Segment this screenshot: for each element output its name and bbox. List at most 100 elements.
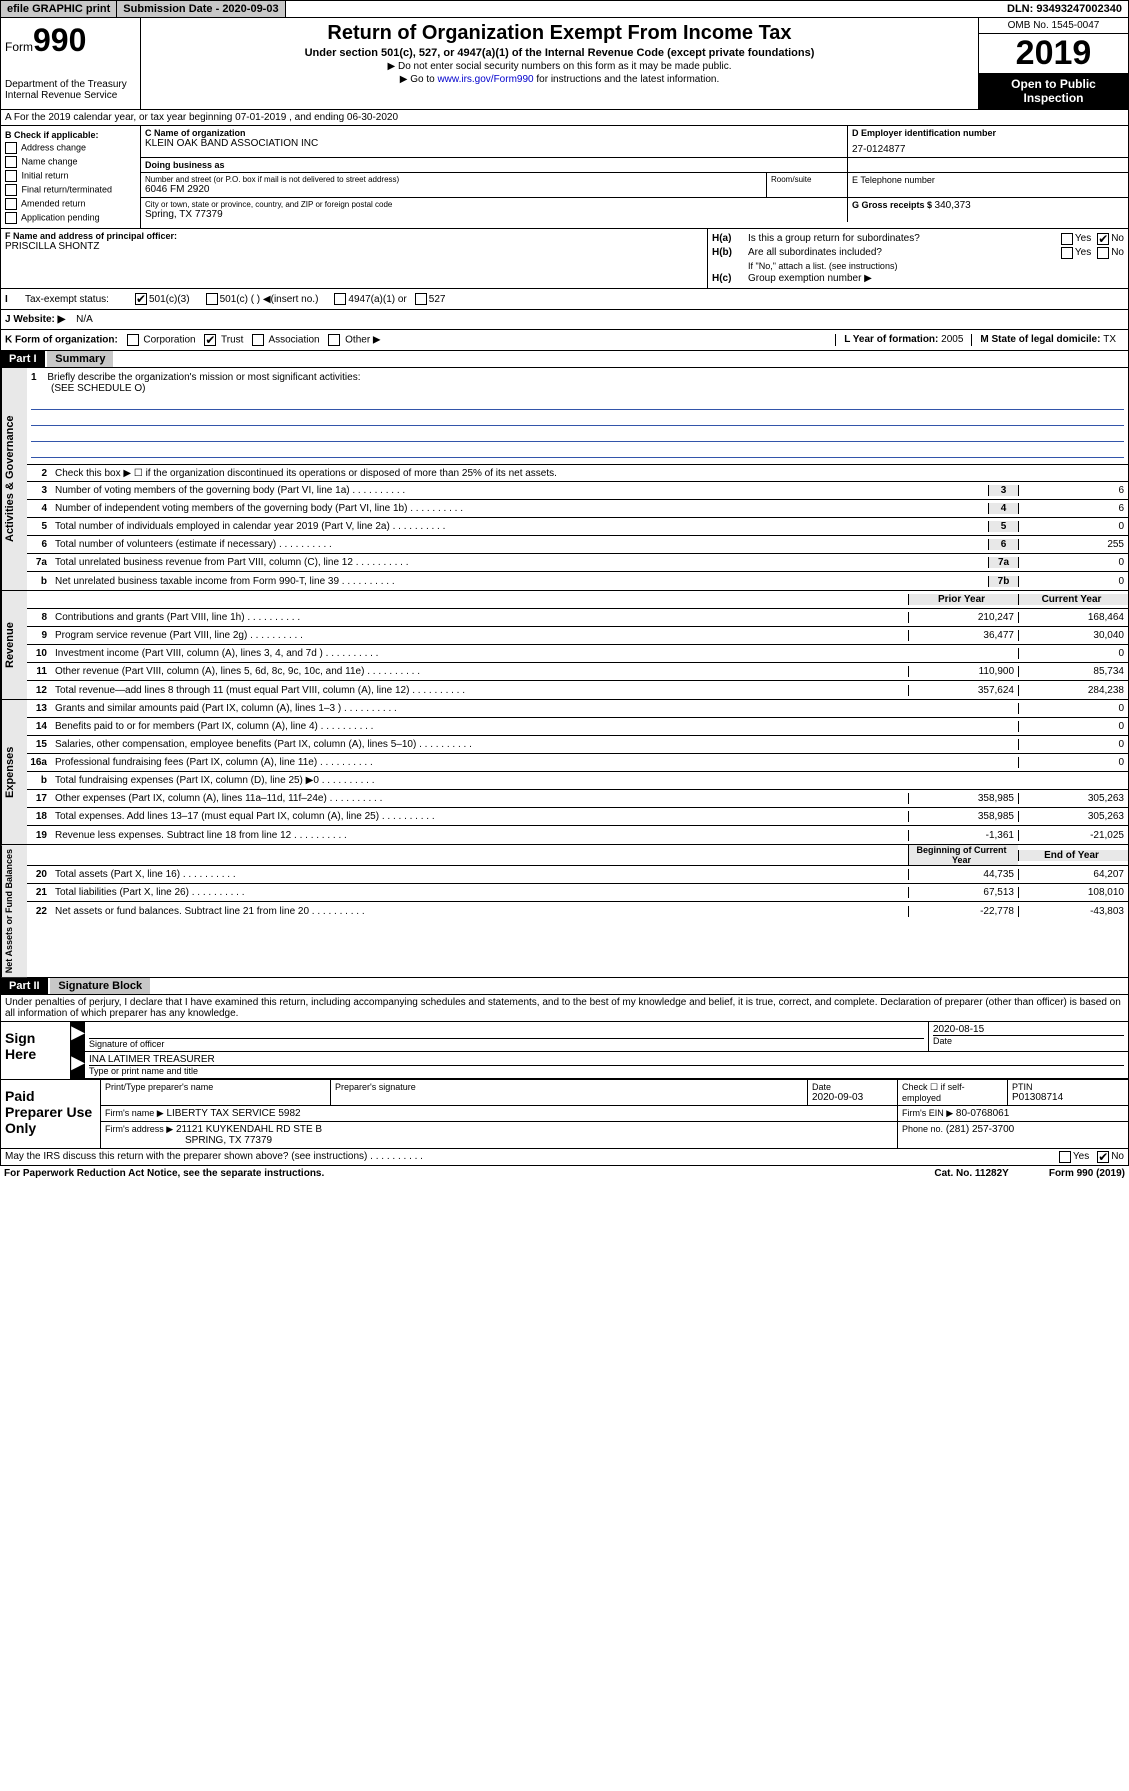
dba-label: Doing business as xyxy=(145,160,843,170)
prior-val: 358,985 xyxy=(908,793,1018,804)
prep-date: 2020-09-03 xyxy=(812,1092,893,1103)
form-subtitle: Under section 501(c), 527, or 4947(a)(1)… xyxy=(145,47,974,59)
checkbox-501c[interactable] xyxy=(206,293,218,305)
prior-val: 44,735 xyxy=(908,869,1018,880)
checkbox-discuss-no[interactable] xyxy=(1097,1151,1109,1163)
current-val: 85,734 xyxy=(1018,666,1128,677)
row-a: A For the 2019 calendar year, or tax yea… xyxy=(0,110,1129,126)
current-val: 305,263 xyxy=(1018,811,1128,822)
checkbox-final[interactable] xyxy=(5,184,17,196)
checkbox-hb-yes[interactable] xyxy=(1061,247,1073,259)
tax-exempt-label: Tax-exempt status: xyxy=(25,294,135,305)
k-label: K Form of organization: xyxy=(5,335,118,346)
checkbox-amended[interactable] xyxy=(5,198,17,210)
checkbox-assoc[interactable] xyxy=(252,334,264,346)
current-val: -43,803 xyxy=(1018,906,1128,917)
part2-title: Signature Block xyxy=(50,978,150,994)
checkbox-discuss-yes[interactable] xyxy=(1059,1151,1071,1163)
ein-label: D Employer identification number xyxy=(852,128,1124,138)
city: Spring, TX 77379 xyxy=(145,209,843,220)
current-val: 0 xyxy=(1018,739,1128,750)
current-val: 305,263 xyxy=(1018,793,1128,804)
part1-header: Part I xyxy=(1,351,45,367)
date-label: Date xyxy=(933,1035,1124,1046)
efile-label[interactable]: efile GRAPHIC print xyxy=(1,1,116,17)
cat-no: Cat. No. 11282Y xyxy=(934,1168,1008,1179)
row-f-h: F Name and address of principal officer:… xyxy=(0,229,1129,289)
firm-ein: 80-0768061 xyxy=(956,1108,1009,1119)
current-val: 0 xyxy=(1018,721,1128,732)
line-text: Net assets or fund balances. Subtract li… xyxy=(51,904,908,919)
f-label: F Name and address of principal officer: xyxy=(5,231,703,241)
department: Department of the Treasury Internal Reve… xyxy=(5,79,136,101)
l-label: L Year of formation: xyxy=(844,334,941,345)
line-val: 255 xyxy=(1018,539,1128,550)
prior-val: 110,900 xyxy=(908,666,1018,677)
prior-val: -22,778 xyxy=(908,906,1018,917)
line-text: Contributions and grants (Part VIII, lin… xyxy=(51,610,908,625)
checkbox-527[interactable] xyxy=(415,293,427,305)
line-val: 0 xyxy=(1018,576,1128,587)
sig-arrow-icon: ▶ xyxy=(71,1022,85,1051)
org-name: KLEIN OAK BAND ASSOCIATION INC xyxy=(145,138,843,149)
sign-here-label: Sign Here xyxy=(1,1022,71,1079)
year-formation: 2005 xyxy=(941,334,963,345)
current-val: 30,040 xyxy=(1018,630,1128,641)
sidebar-governance: Activities & Governance xyxy=(1,368,27,590)
checkbox-corp[interactable] xyxy=(127,334,139,346)
line-text: Professional fundraising fees (Part IX, … xyxy=(51,755,908,770)
line-val: 6 xyxy=(1018,485,1128,496)
line-box: 7b xyxy=(988,576,1018,587)
submission-date: Submission Date - 2020-09-03 xyxy=(116,1,285,17)
ein: 27-0124877 xyxy=(852,144,1124,155)
line-box: 5 xyxy=(988,521,1018,532)
part2-header: Part II xyxy=(1,978,48,994)
irs-link[interactable]: www.irs.gov/Form990 xyxy=(437,74,533,85)
col-prior: Prior Year xyxy=(908,594,1018,605)
line-text: Total number of volunteers (estimate if … xyxy=(51,537,988,552)
checkbox-initial[interactable] xyxy=(5,170,17,182)
principal-officer: PRISCILLA SHONTZ xyxy=(5,241,703,252)
line-text: Other revenue (Part VIII, column (A), li… xyxy=(51,664,908,679)
current-val: 284,238 xyxy=(1018,685,1128,696)
prior-val: 357,624 xyxy=(908,685,1018,696)
checkbox-pending[interactable] xyxy=(5,212,17,224)
line-text: Number of independent voting members of … xyxy=(51,501,988,516)
officer-name-title: INA LATIMER TREASURER xyxy=(89,1054,1124,1065)
checkbox-address[interactable] xyxy=(5,142,17,154)
checkbox-trust[interactable] xyxy=(204,334,216,346)
hc-label: H(c) xyxy=(712,273,748,284)
current-val: 0 xyxy=(1018,703,1128,714)
line-text: Total fundraising expenses (Part IX, col… xyxy=(51,773,908,788)
phone-label: E Telephone number xyxy=(852,175,1124,185)
current-val: -21,025 xyxy=(1018,830,1128,841)
checkbox-501c3[interactable] xyxy=(135,293,147,305)
section-b: B Check if applicable: Address change Na… xyxy=(0,126,1129,229)
sig-arrow-icon-2: ▶ xyxy=(71,1052,85,1078)
prior-val: 36,477 xyxy=(908,630,1018,641)
checkbox-ha-no[interactable] xyxy=(1097,233,1109,245)
check-self-employed: Check ☐ if self-employed xyxy=(898,1080,1008,1105)
row-k: K Form of organization: Corporation Trus… xyxy=(0,330,1129,351)
line-box: 3 xyxy=(988,485,1018,496)
form-header: Form990 Department of the Treasury Inter… xyxy=(0,18,1129,110)
current-val: 0 xyxy=(1018,648,1128,659)
line-text: Net unrelated business taxable income fr… xyxy=(51,574,988,589)
line-text: Total unrelated business revenue from Pa… xyxy=(51,555,988,570)
website-label: J Website: ▶ xyxy=(5,314,65,325)
line-text: Total revenue—add lines 8 through 11 (mu… xyxy=(51,683,908,698)
line-box: 4 xyxy=(988,503,1018,514)
checkbox-ha-yes[interactable] xyxy=(1061,233,1073,245)
checkbox-hb-no[interactable] xyxy=(1097,247,1109,259)
checkbox-name[interactable] xyxy=(5,156,17,168)
ha-text: Is this a group return for subordinates? xyxy=(748,233,1061,245)
sidebar-expenses: Expenses xyxy=(1,700,27,844)
m-label: M State of legal domicile: xyxy=(980,334,1103,345)
street-label: Number and street (or P.O. box if mail i… xyxy=(145,175,762,184)
omb-number: OMB No. 1545-0047 xyxy=(979,18,1128,34)
checkbox-4947[interactable] xyxy=(334,293,346,305)
mission: (SEE SCHEDULE O) xyxy=(51,383,1124,394)
line-text: Total expenses. Add lines 13–17 (must eq… xyxy=(51,809,908,824)
checkbox-other[interactable] xyxy=(328,334,340,346)
check-applicable-label: B Check if applicable: xyxy=(5,130,136,140)
